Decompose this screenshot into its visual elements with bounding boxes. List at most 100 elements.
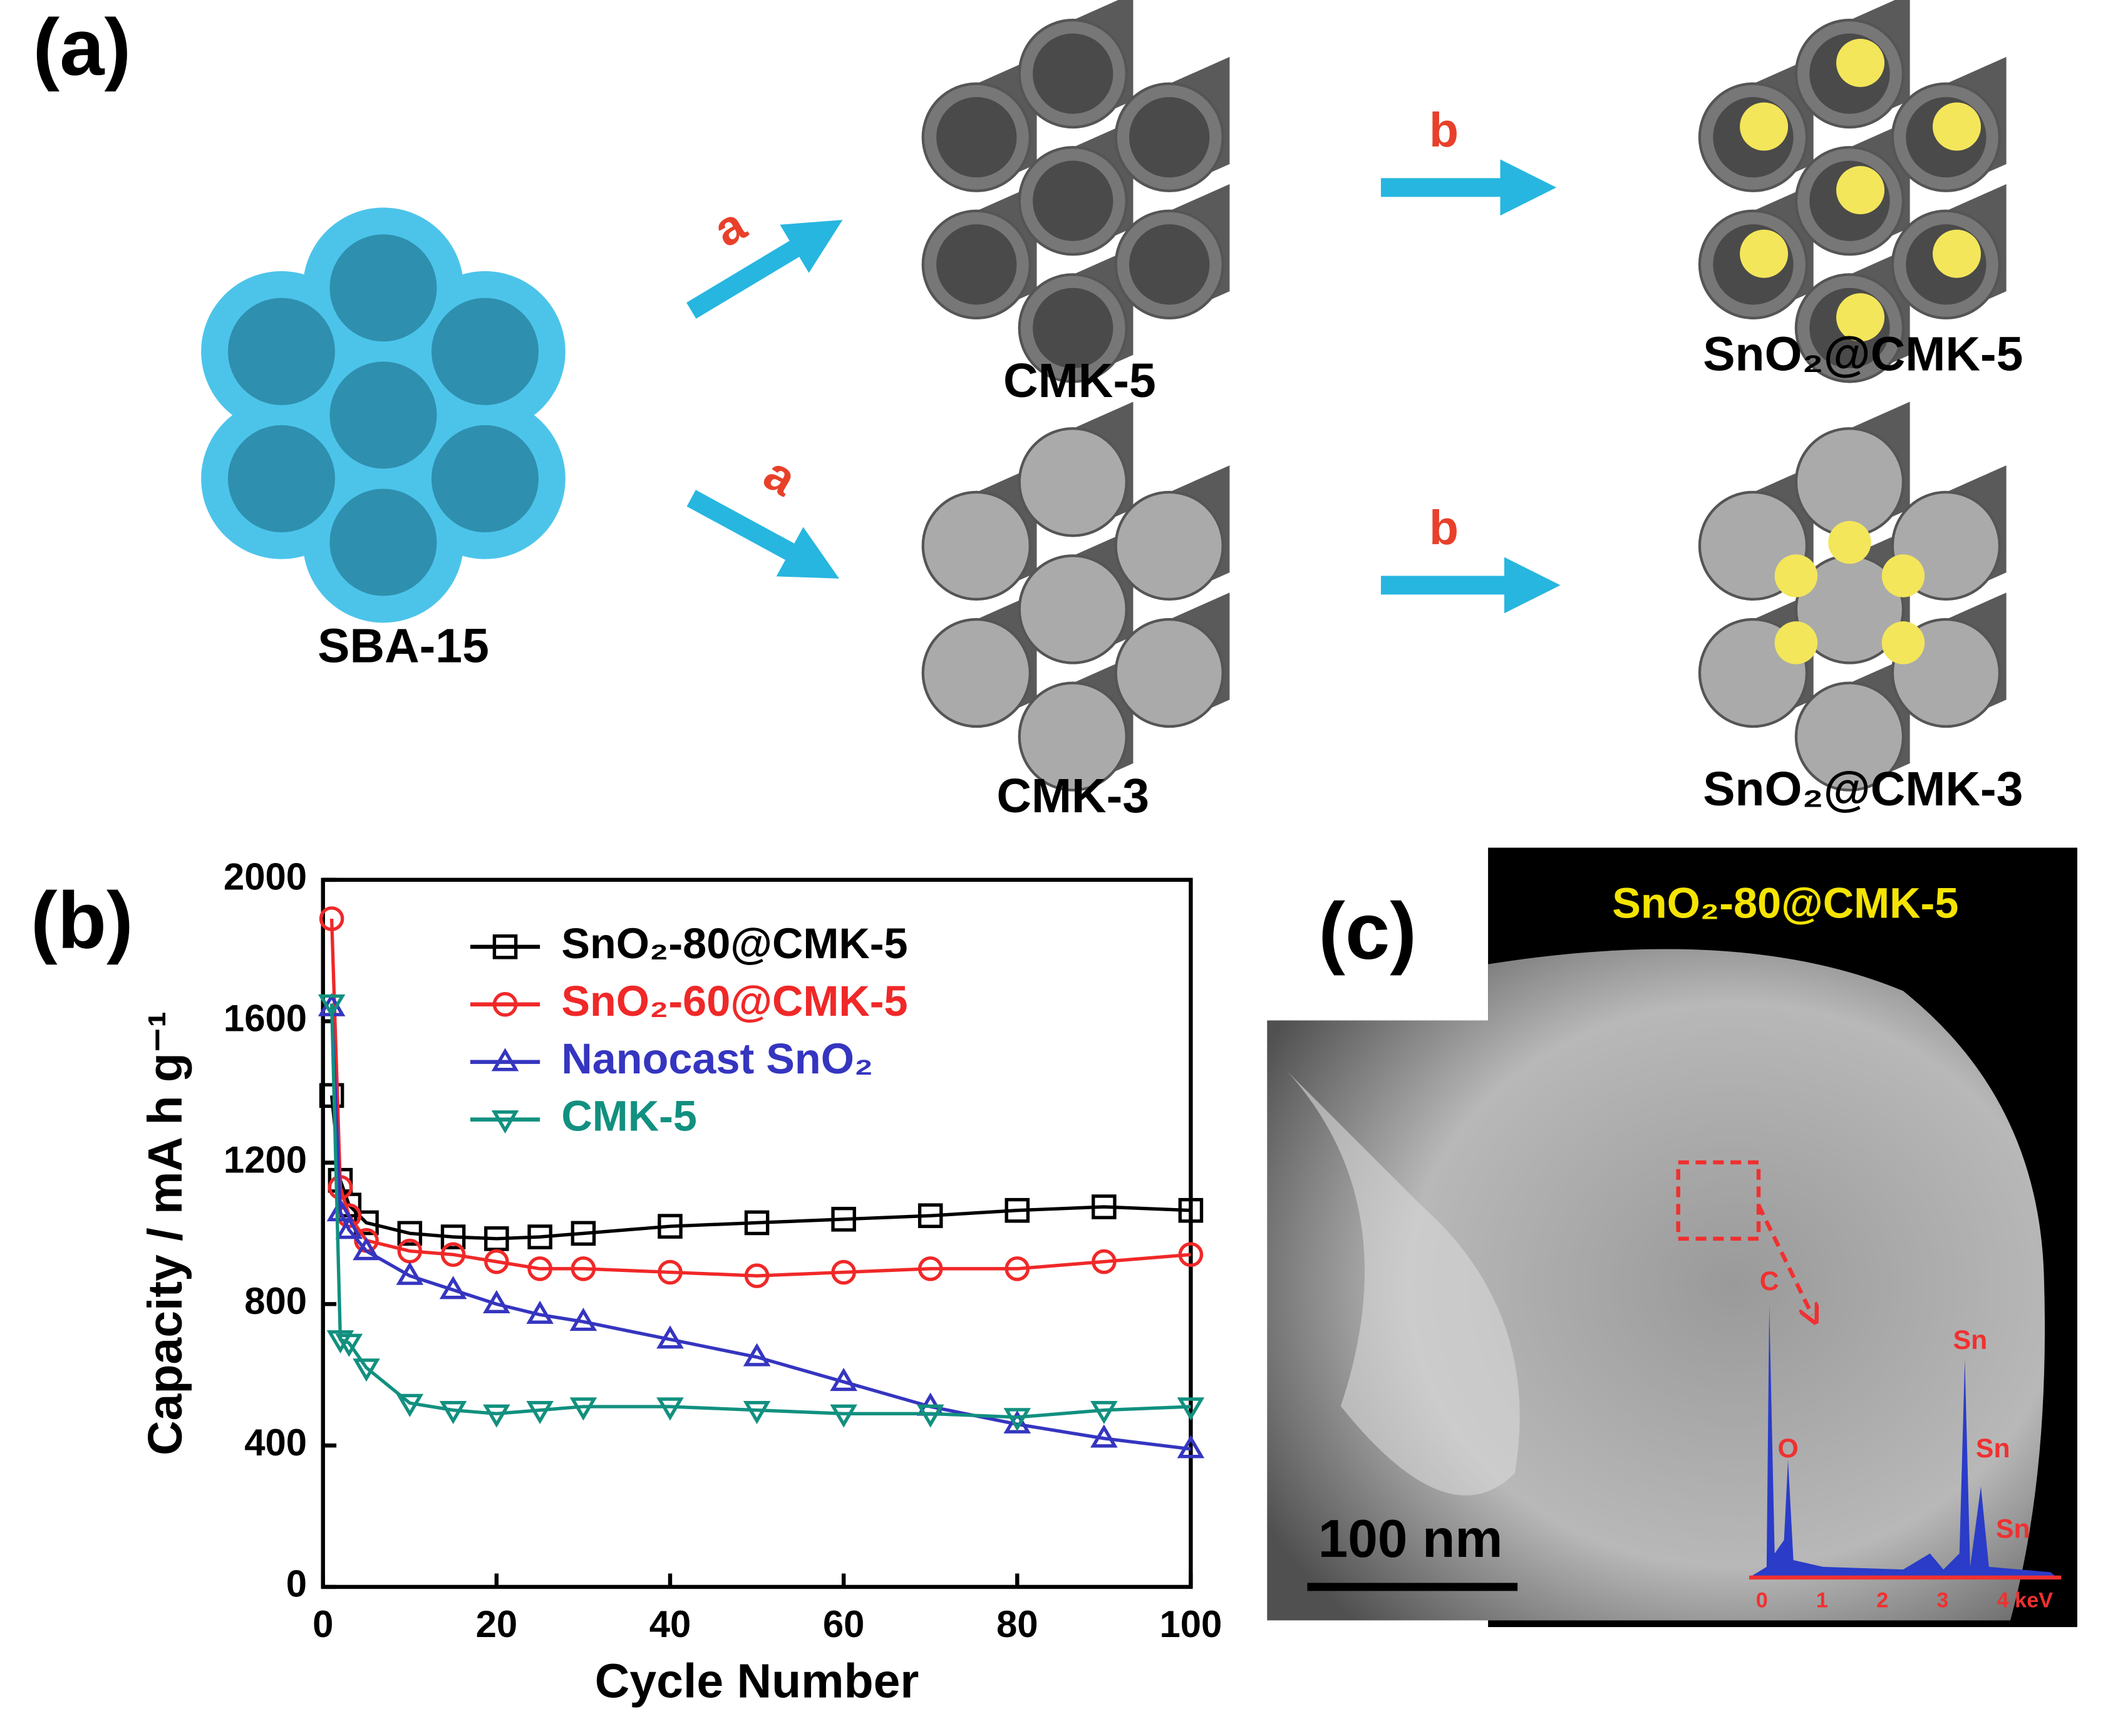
energy-tick-label: 1 — [1816, 1588, 1828, 1612]
energy-tick-label: 3 — [1936, 1588, 1948, 1612]
marker — [492, 934, 518, 959]
arrow — [686, 220, 843, 319]
marker — [744, 1210, 770, 1236]
energy-tick-label: 2 — [1876, 1588, 1888, 1612]
legend-label: CMK-5 — [561, 1093, 697, 1140]
tube-end — [1794, 681, 1905, 792]
peak-label: Sn — [1976, 1434, 2010, 1464]
x-tick-label: 60 — [823, 1603, 865, 1645]
marker — [483, 1404, 510, 1428]
sno2-particle — [1881, 621, 1925, 664]
marker — [397, 1238, 423, 1264]
tube-end — [1794, 427, 1905, 537]
marker — [484, 1249, 509, 1274]
marker — [571, 1221, 596, 1246]
y-axis-title: Capacity / mA h g⁻¹ — [138, 1011, 192, 1455]
marker — [326, 1330, 354, 1354]
marker — [658, 1259, 683, 1285]
y-tick-label: 2000 — [224, 856, 307, 898]
tube-hole — [1129, 97, 1210, 178]
structure-label: CMK-5 — [1003, 354, 1156, 408]
sno2-particle — [1740, 229, 1789, 278]
x-tick-label: 40 — [649, 1603, 691, 1645]
energy-tick-label: 0 — [1756, 1588, 1768, 1612]
sno2-particle — [1836, 39, 1885, 87]
micrograph-title: SnO₂-80@CMK-5 — [1612, 880, 1958, 927]
marker — [1005, 1197, 1030, 1223]
marker — [1003, 1410, 1031, 1434]
marker — [1092, 1249, 1117, 1274]
step-label: b — [1429, 501, 1459, 555]
marker — [1005, 1256, 1030, 1281]
marker — [571, 1256, 596, 1281]
y-tick-label: 400 — [244, 1422, 307, 1464]
arrow — [686, 490, 839, 579]
marker — [743, 1343, 771, 1367]
marker — [1003, 1408, 1031, 1432]
y-tick-label: 0 — [286, 1563, 307, 1605]
panel-label: (b) — [31, 876, 133, 966]
scheme — [201, 0, 2007, 792]
pore — [431, 425, 539, 532]
marker — [353, 1237, 380, 1261]
marker — [440, 1224, 466, 1249]
marker — [440, 1242, 466, 1268]
pore — [329, 234, 437, 342]
energy-tick-label: 4 keV — [1997, 1588, 2054, 1612]
x-axis-title: Cycle Number — [595, 1654, 919, 1708]
pore — [227, 425, 335, 532]
legend-label: Nanocast SnO₂ — [561, 1035, 873, 1083]
marker — [831, 1207, 856, 1232]
marker — [917, 1256, 943, 1281]
tube-end — [1018, 554, 1128, 664]
legend-label: SnO₂-60@CMK-5 — [561, 978, 907, 1025]
scale-bar-label: 100 nm — [1318, 1509, 1503, 1569]
panel-label: (a) — [33, 3, 131, 92]
marker — [1177, 1397, 1205, 1421]
step-label: a — [705, 197, 755, 257]
marker — [1177, 1435, 1205, 1459]
marker — [569, 1308, 597, 1331]
y-tick-label: 800 — [244, 1280, 307, 1322]
pore — [329, 361, 437, 469]
marker — [397, 1221, 423, 1246]
micrograph — [1267, 847, 2077, 1628]
marker — [569, 1397, 597, 1421]
structure-label: SnO₂@CMK-5 — [1703, 327, 2023, 381]
pore — [431, 297, 539, 405]
legend-label: SnO₂-80@CMK-5 — [561, 920, 907, 968]
sno2-particle — [1881, 554, 1925, 597]
marker — [831, 1259, 856, 1285]
marker — [492, 991, 518, 1017]
structure-label: SnO₂@CMK-3 — [1703, 762, 2023, 816]
marker — [439, 1276, 467, 1299]
marker — [658, 1214, 683, 1239]
marker — [656, 1325, 684, 1349]
panel-label: (c) — [1318, 887, 1417, 976]
peak-label: Sn — [1953, 1325, 1988, 1355]
marker — [491, 1048, 519, 1072]
x-tick-label: 80 — [996, 1603, 1038, 1645]
sno2-particle — [1828, 520, 1871, 564]
marker — [656, 1397, 684, 1421]
sno2-particle — [1836, 293, 1885, 342]
marker — [396, 1393, 424, 1417]
marker — [1090, 1401, 1118, 1425]
marker — [527, 1224, 552, 1249]
tube-end — [921, 617, 1031, 728]
marker — [526, 1401, 554, 1425]
peak-label: C — [1760, 1266, 1779, 1296]
tube-end — [1018, 427, 1128, 537]
plot-frame — [321, 877, 1193, 1589]
sno2-particle — [1774, 621, 1818, 664]
marker — [326, 1198, 354, 1222]
step-label: b — [1429, 103, 1459, 157]
x-tick-label: 0 — [313, 1603, 333, 1645]
sno2-particle — [1740, 102, 1789, 151]
marker — [1178, 1242, 1204, 1268]
marker — [353, 1358, 380, 1382]
y-tick-label: 1600 — [224, 998, 307, 1040]
x-tick-label: 100 — [1159, 1603, 1222, 1645]
peak-label: Sn — [1996, 1514, 2030, 1544]
